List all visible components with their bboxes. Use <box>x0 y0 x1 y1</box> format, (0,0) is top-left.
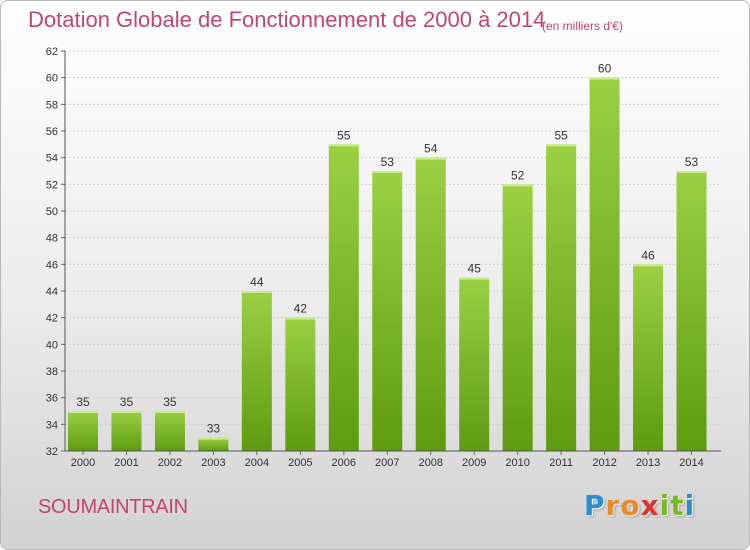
data-label: 42 <box>294 302 308 316</box>
bar <box>154 411 185 451</box>
y-tick-label: 32 <box>46 446 58 458</box>
y-tick-label: 36 <box>46 393 58 405</box>
y-tick-label: 46 <box>46 259 58 271</box>
bar <box>328 144 359 452</box>
y-tick-label: 38 <box>46 366 58 378</box>
data-label: 46 <box>641 248 655 262</box>
bar-highlight <box>111 411 142 413</box>
bar <box>111 411 142 451</box>
y-tick-label: 40 <box>46 339 58 351</box>
data-label: 35 <box>76 395 90 409</box>
x-tick-label: 2001 <box>114 457 138 469</box>
data-label: 35 <box>120 395 134 409</box>
data-label: 55 <box>554 128 568 142</box>
bar <box>502 184 533 452</box>
bar <box>546 144 577 452</box>
bar-highlight <box>502 184 533 187</box>
logo-letter: i <box>659 489 671 522</box>
bar-highlight <box>198 437 229 440</box>
data-label: 54 <box>424 142 438 156</box>
y-tick-label: 50 <box>46 206 58 218</box>
data-label: 53 <box>685 155 699 169</box>
y-tick-label: 54 <box>46 153 58 165</box>
data-label: 52 <box>511 168 525 182</box>
bar <box>633 264 664 451</box>
data-label: 45 <box>468 262 482 276</box>
logo-letter: t <box>670 489 685 522</box>
bar <box>285 317 316 451</box>
x-tick-label: 2006 <box>332 457 356 469</box>
bar-highlight <box>241 291 272 293</box>
bar-highlight <box>328 144 359 147</box>
chart-unit: (en milliers d'€) <box>542 19 623 33</box>
bar-highlight <box>415 157 446 160</box>
x-tick-label: 2000 <box>71 457 95 469</box>
x-tick-label: 2014 <box>679 457 703 469</box>
bar <box>459 277 490 451</box>
logo-letter: x <box>640 489 660 522</box>
y-tick-label: 42 <box>46 313 58 325</box>
bar-highlight <box>68 411 98 413</box>
x-tick-label: 2003 <box>201 457 225 469</box>
y-tick-label: 62 <box>46 46 58 58</box>
bar <box>372 171 403 451</box>
bar <box>198 437 229 451</box>
bar <box>241 291 272 451</box>
logo-letter: o <box>620 489 641 522</box>
proxiti-logo: Proxiti <box>584 489 695 522</box>
data-label: 60 <box>598 62 612 76</box>
x-tick-label: 2009 <box>462 457 486 469</box>
y-tick-label: 44 <box>46 286 58 298</box>
bar <box>589 77 620 452</box>
data-label: 33 <box>207 422 221 436</box>
y-tick-label: 58 <box>46 99 58 111</box>
bar <box>415 157 446 451</box>
logo-letter: P <box>584 489 606 522</box>
bar-highlight <box>676 171 707 173</box>
x-tick-label: 2008 <box>418 457 442 469</box>
bar-highlight <box>285 317 316 320</box>
bar <box>68 411 98 451</box>
x-tick-label: 2013 <box>636 457 660 469</box>
data-label: 55 <box>337 128 351 142</box>
data-label: 35 <box>163 395 177 409</box>
x-tick-label: 2011 <box>549 457 573 469</box>
bar-highlight <box>154 411 185 413</box>
y-tick-label: 52 <box>46 179 58 191</box>
y-tick-label: 48 <box>46 233 58 245</box>
x-tick-label: 2007 <box>375 457 399 469</box>
bar-highlight <box>459 277 490 280</box>
bar <box>676 171 707 451</box>
commune-name: SOUMAINTRAIN <box>38 496 188 518</box>
logo-letter: i <box>684 489 696 522</box>
x-tick-label: 2012 <box>592 457 616 469</box>
logo-letter: r <box>605 489 621 522</box>
y-tick-label: 56 <box>46 126 58 138</box>
chart-title: Dotation Globale de Fonctionnement de 20… <box>28 7 546 32</box>
bar-highlight <box>546 144 577 147</box>
bar-highlight <box>633 264 664 267</box>
x-tick-label: 2010 <box>505 457 529 469</box>
x-tick-label: 2002 <box>158 457 182 469</box>
y-tick-label: 60 <box>46 73 58 85</box>
y-tick-label: 34 <box>46 419 58 431</box>
bar-highlight <box>372 171 403 173</box>
x-tick-label: 2005 <box>288 457 312 469</box>
x-tick-label: 2004 <box>245 457 269 469</box>
bar-highlight <box>589 77 620 80</box>
data-label: 53 <box>381 155 395 169</box>
data-label: 44 <box>250 275 264 289</box>
